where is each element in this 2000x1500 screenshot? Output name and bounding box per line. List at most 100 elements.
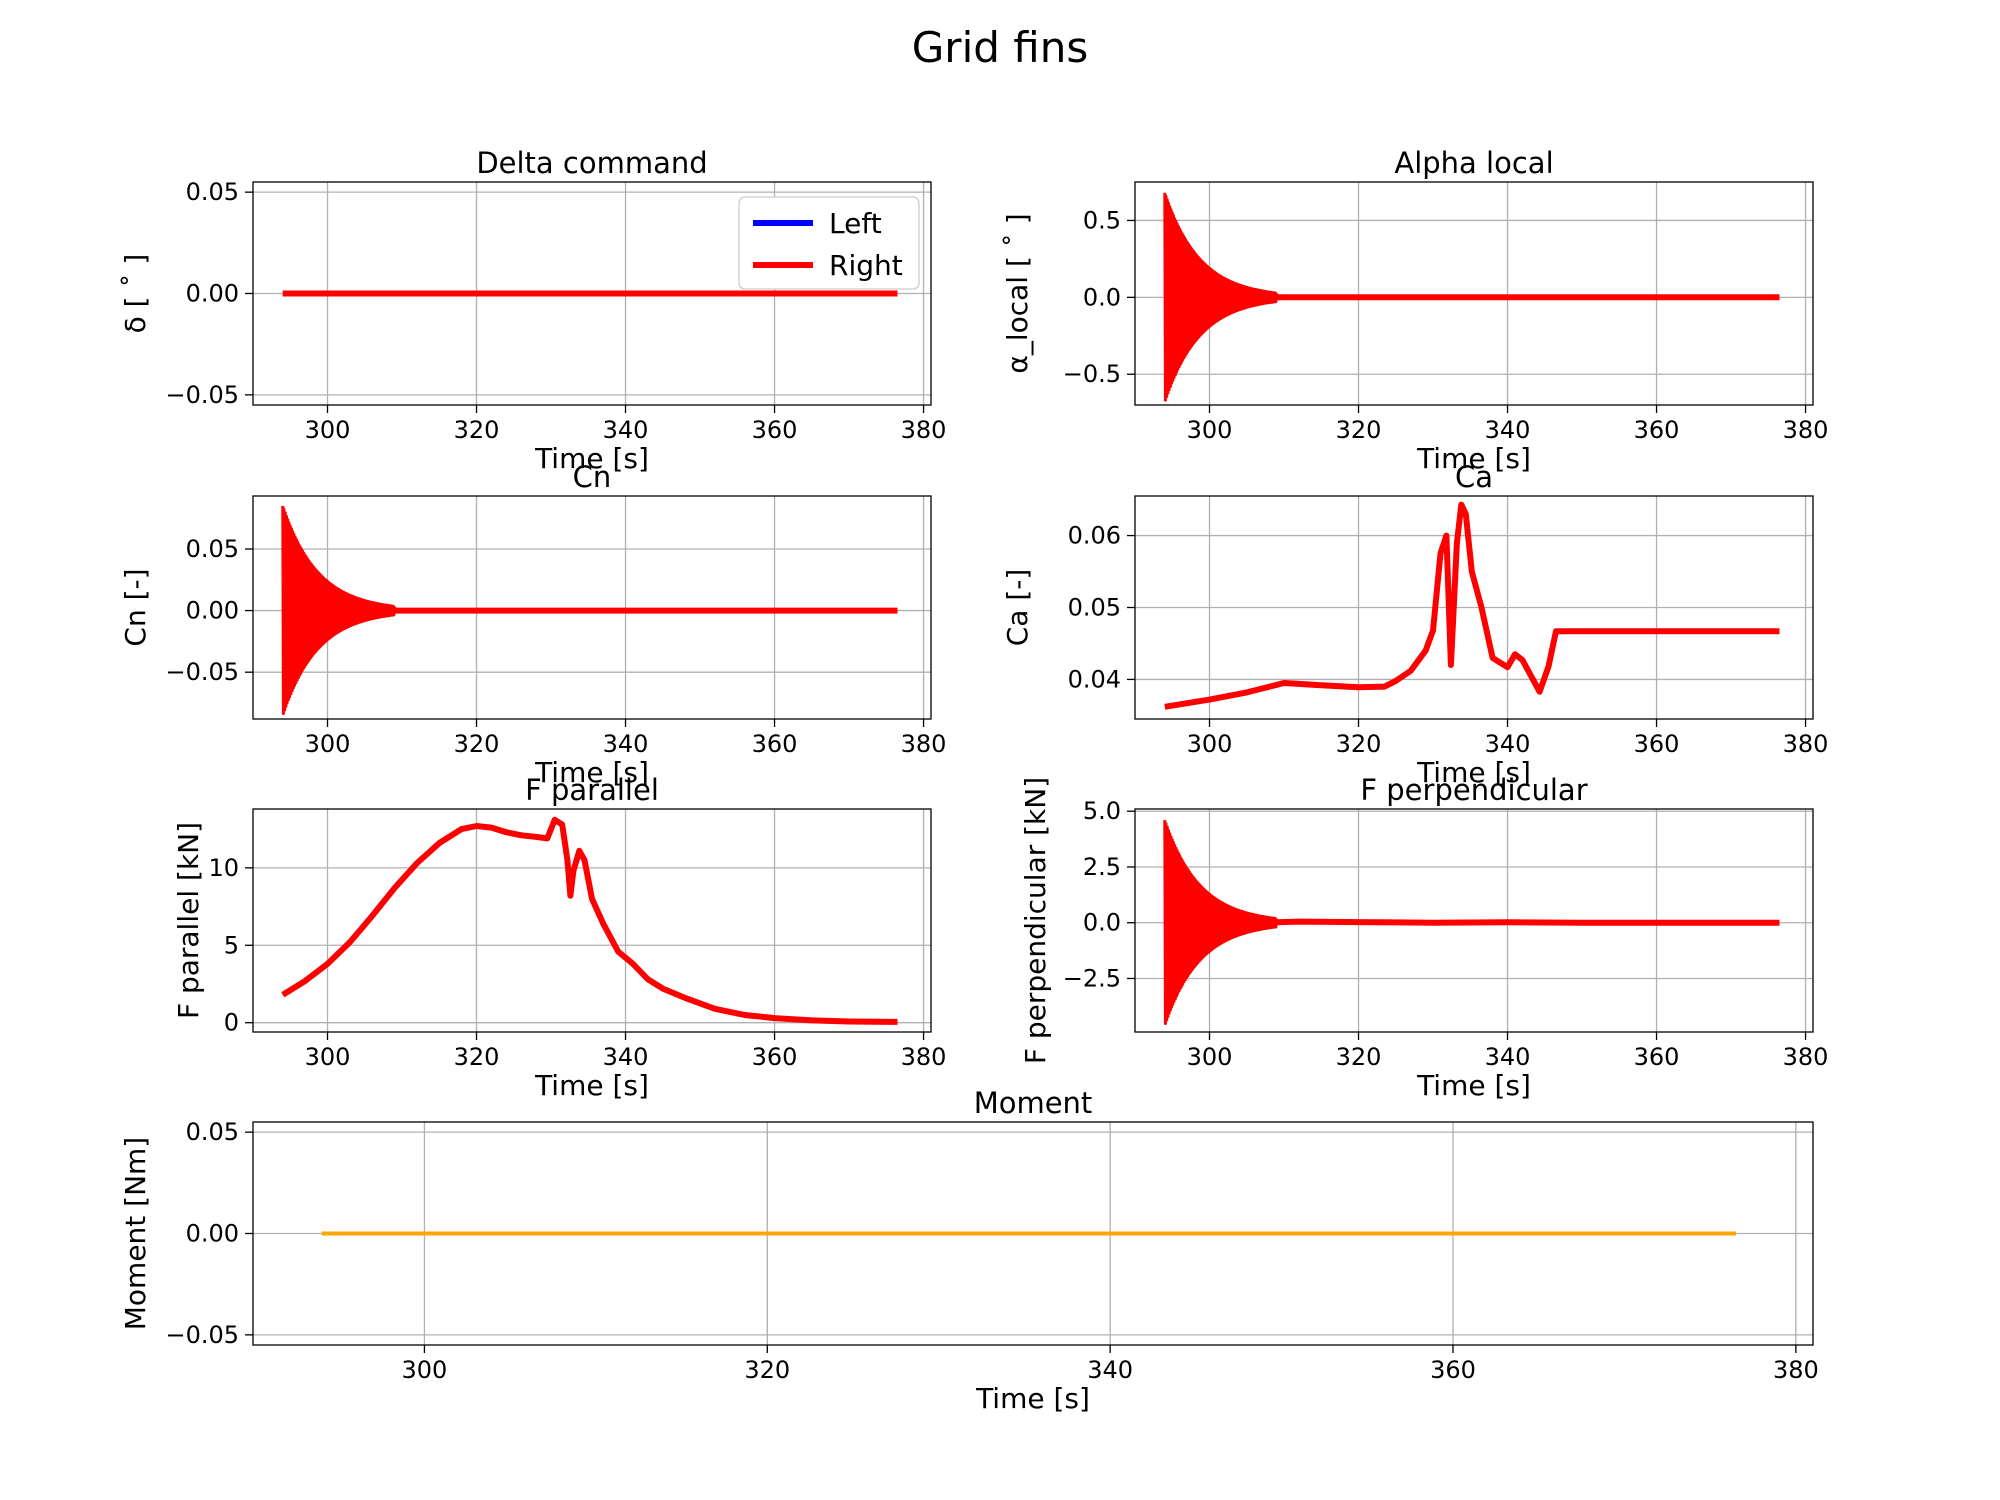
panel-title: Cn — [573, 460, 612, 494]
x-tick-label: 360 — [752, 1043, 798, 1071]
series-right-oscillation — [281, 505, 397, 715]
figure-title: Grid fins — [912, 23, 1088, 72]
x-axis-label: Time [s] — [1416, 1069, 1531, 1102]
x-axis-label: Time [s] — [975, 1382, 1090, 1415]
plot-area — [281, 505, 898, 715]
x-tick-label: 360 — [752, 730, 798, 758]
series-right-oscillation — [1163, 820, 1279, 1025]
x-tick-label: 340 — [603, 416, 649, 444]
y-axis-label: Moment [Nm] — [119, 1137, 152, 1330]
x-tick-label: 360 — [752, 416, 798, 444]
series-right-line — [1164, 501, 1780, 710]
y-tick-label: 0.04 — [1068, 665, 1121, 693]
x-tick-label: 340 — [603, 730, 649, 758]
panel-cn: 300 320 340 360 380 −0.05 0.00 0.05 Cn Time [s] Cn… — [119, 460, 946, 789]
y-tick-label: −0.05 — [165, 1321, 239, 1349]
y-tick-label: 0.00 — [186, 597, 239, 625]
x-tick-label: 300 — [402, 1356, 448, 1384]
plot-area — [1164, 501, 1780, 710]
series-right-oscillation — [1163, 192, 1279, 402]
legend: Left Right — [738, 196, 920, 290]
x-axis-label: Time [s] — [534, 756, 649, 789]
x-tick-label: 320 — [454, 1043, 500, 1071]
panel-title: F perpendicular — [1360, 773, 1587, 807]
x-tick-label: 380 — [1783, 416, 1829, 444]
y-axis-label: F parallel [kN] — [172, 822, 205, 1019]
legend-label-left: Left — [829, 207, 882, 240]
plot-area — [1163, 192, 1780, 402]
y-tick-label: −0.5 — [1063, 360, 1121, 388]
y-tick-label: −0.05 — [165, 658, 239, 686]
x-tick-label: 380 — [901, 1043, 947, 1071]
x-tick-label: 320 — [1336, 416, 1382, 444]
y-tick-label: 0.05 — [186, 1118, 239, 1146]
x-axis-label: Time [s] — [1416, 442, 1531, 475]
panel-title: Moment — [974, 1086, 1093, 1120]
y-axis-label: α_local [ ˚ ] — [1001, 213, 1034, 373]
panel-title: Ca — [1455, 460, 1493, 494]
y-tick-label: 10 — [208, 854, 239, 882]
panel-f-parallel: 300 320 340 360 380 0 5 10 F parallel Time [s] F p… — [172, 773, 946, 1102]
plot-area — [1163, 820, 1780, 1025]
x-tick-label: 300 — [305, 730, 351, 758]
panel-title: Delta command — [476, 146, 707, 180]
x-axis-label: Time [s] — [534, 442, 649, 475]
series-right-line — [281, 816, 898, 1025]
x-tick-label: 380 — [901, 416, 947, 444]
y-tick-label: 5.0 — [1083, 797, 1121, 825]
y-tick-label: 0.05 — [186, 535, 239, 563]
x-tick-label: 380 — [901, 730, 947, 758]
x-tick-label: 300 — [1187, 730, 1233, 758]
x-tick-label: 320 — [454, 416, 500, 444]
x-tick-label: 320 — [454, 730, 500, 758]
y-tick-label: 2.5 — [1083, 853, 1121, 881]
y-axis-label: Cn [-] — [119, 568, 152, 646]
x-tick-label: 380 — [1783, 1043, 1829, 1071]
x-tick-label: 360 — [1634, 416, 1680, 444]
y-tick-label: 0.5 — [1083, 206, 1121, 234]
y-tick-label: 0.0 — [1083, 283, 1121, 311]
series-right-line — [1164, 918, 1780, 926]
x-tick-label: 360 — [1634, 1043, 1680, 1071]
axes-frame — [252, 808, 932, 1033]
panel-moment: 300 320 340 360 380 −0.05 0.00 0.05 Moment Time [… — [119, 1086, 1819, 1415]
x-tick-label: 320 — [1336, 1043, 1382, 1071]
x-tick-label: 380 — [1773, 1356, 1819, 1384]
x-tick-label: 320 — [1336, 730, 1382, 758]
y-tick-label: 0.05 — [186, 178, 239, 206]
panel-alpha-local: 300 320 340 360 380 −0.5 0.0 0.5 Alpha local Time… — [1001, 146, 1828, 475]
y-tick-label: −0.05 — [165, 381, 239, 409]
panel-delta-command: 300 320 340 360 380 −0.05 0.00 0.05 Delta comman… — [119, 146, 946, 475]
y-axis-label: Ca [-] — [1001, 569, 1034, 647]
panel-title: Alpha local — [1394, 146, 1553, 180]
x-tick-label: 300 — [305, 416, 351, 444]
x-tick-label: 300 — [1187, 1043, 1233, 1071]
axes-frame — [1134, 808, 1814, 1033]
y-tick-label: 0.00 — [186, 1220, 239, 1248]
x-tick-label: 340 — [1087, 1356, 1133, 1384]
x-tick-label: 320 — [744, 1356, 790, 1384]
x-tick-label: 340 — [603, 1043, 649, 1071]
y-tick-label: 0 — [224, 1009, 239, 1037]
x-tick-label: 360 — [1634, 730, 1680, 758]
y-tick-label: 0.05 — [1068, 594, 1121, 622]
panel-ca: 300 320 340 360 380 0.04 0.05 0.06 Ca Time [s] Ca … — [1001, 460, 1828, 789]
legend-label-right: Right — [829, 249, 903, 282]
y-tick-label: 0.00 — [186, 280, 239, 308]
x-tick-label: 360 — [1430, 1356, 1476, 1384]
y-axis-label: δ [ ˚ ] — [119, 254, 152, 334]
x-tick-label: 300 — [1187, 416, 1233, 444]
x-tick-label: 340 — [1485, 730, 1531, 758]
x-axis-label: Time [s] — [1416, 756, 1531, 789]
y-tick-label: −2.5 — [1063, 964, 1121, 992]
panel-title: F parallel — [525, 773, 659, 807]
plot-area — [281, 816, 898, 1025]
axes-frame — [252, 495, 932, 720]
x-tick-label: 380 — [1783, 730, 1829, 758]
y-tick-label: 0.06 — [1068, 522, 1121, 550]
x-axis-label: Time [s] — [534, 1069, 649, 1102]
y-axis-label: F perpendicular [kN] — [1019, 777, 1052, 1064]
x-tick-label: 340 — [1485, 1043, 1531, 1071]
panel-f-perpendicular: 300 320 340 360 380 −2.5 0.0 2.5 5.0 F perpendicu… — [1019, 773, 1828, 1102]
